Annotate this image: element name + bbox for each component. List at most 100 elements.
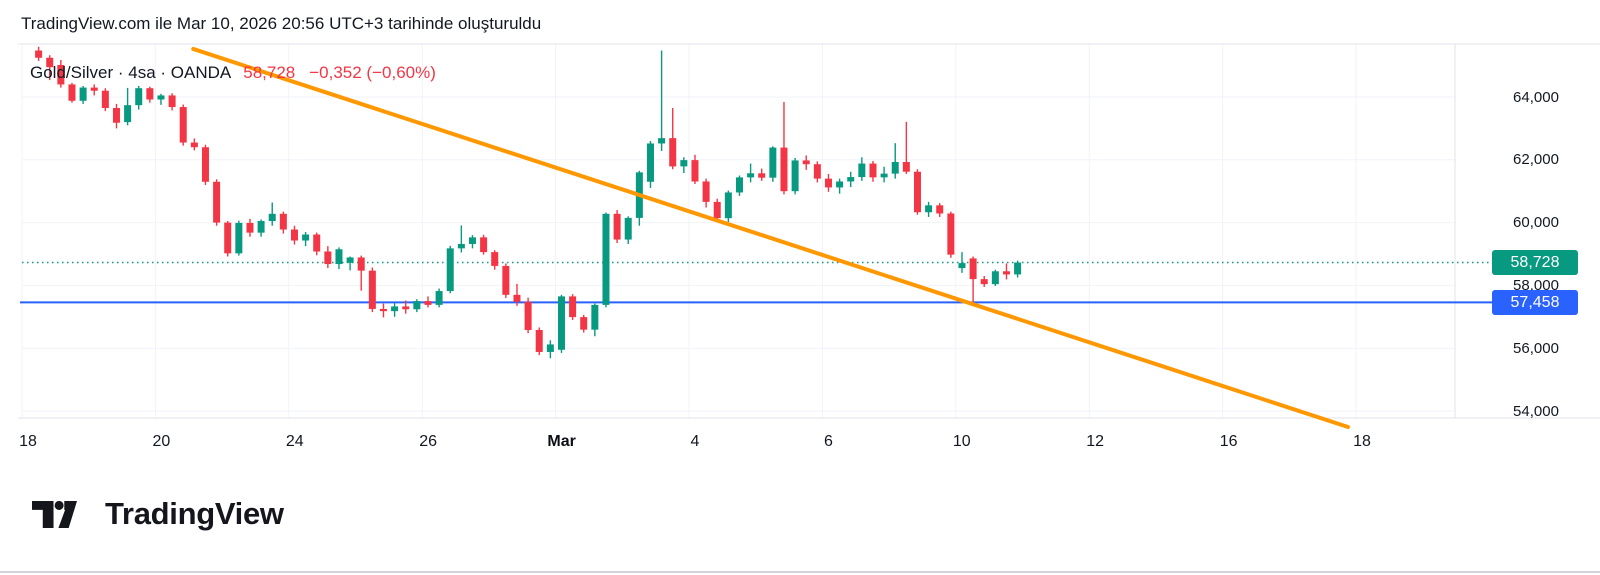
candle-body-up	[680, 160, 688, 167]
candle-body-down	[1002, 271, 1010, 275]
candle-body-up	[391, 306, 399, 312]
x-axis-tick-label: 18	[19, 433, 37, 450]
candle-body-down	[969, 258, 977, 280]
level-price-badge: 57,458	[1492, 289, 1578, 315]
candle-body-up	[646, 143, 654, 182]
candle-body-down	[224, 222, 232, 254]
candle-body-up	[602, 213, 610, 305]
candle-body-down	[513, 294, 521, 302]
candle-body-up	[446, 248, 454, 292]
candle-body-up	[413, 301, 421, 310]
candle-body-down	[691, 160, 699, 182]
tradingview-wordmark: TradingView	[105, 496, 284, 531]
candle-body-up	[724, 192, 732, 219]
candle-body-up	[836, 181, 844, 188]
candle-body-up	[79, 87, 87, 101]
candle-body-down	[502, 265, 510, 295]
candle-body-up	[925, 205, 933, 213]
tradingview-logo-icon	[32, 500, 77, 528]
candle-body-up	[257, 221, 265, 233]
candle-body-up	[235, 222, 243, 254]
candle-body-up	[468, 237, 476, 244]
candle-body-down	[290, 229, 298, 241]
x-axis-tick-label: 6	[823, 433, 833, 450]
candle-body-up	[958, 263, 966, 269]
x-axis-tick-label: Mar	[547, 433, 576, 450]
candle-body-up	[1014, 262, 1022, 275]
candle-body-up	[658, 138, 666, 144]
candle-body-up	[557, 296, 565, 350]
y-axis-tick-label: 58,000	[1513, 276, 1559, 294]
x-axis-tick-label: 12	[1086, 433, 1105, 450]
candle-body-down	[179, 107, 187, 143]
candle-body-down	[802, 160, 810, 165]
candle-body-down	[213, 181, 221, 223]
x-axis-tick-label: 16	[1219, 433, 1238, 450]
candle-body-down	[613, 213, 621, 240]
candle-body-down	[702, 181, 710, 202]
y-axis-tick-label: 62,000	[1513, 151, 1559, 169]
y-axis-tick-label: 60,000	[1513, 214, 1559, 232]
candle-body-down	[580, 317, 588, 330]
candle-body-down	[368, 270, 376, 309]
candle-body-down	[824, 178, 832, 188]
candle-body-up	[735, 177, 743, 193]
candle-body-up	[591, 304, 599, 330]
x-axis-tick-label: 18	[1353, 433, 1371, 450]
trend-line	[191, 46, 1351, 430]
candle-body-down	[524, 301, 532, 330]
candle-body-up	[268, 213, 276, 222]
y-axis-tick-label: 64,000	[1513, 88, 1559, 106]
candle-body-down	[90, 87, 98, 91]
candle-body-down	[402, 306, 410, 310]
candle-body-down	[758, 173, 766, 178]
candle-body-down	[936, 205, 944, 214]
candle-body-down	[379, 308, 387, 312]
candle-body-down	[713, 201, 721, 219]
candle-body-down	[68, 84, 76, 101]
candle-body-down	[146, 88, 154, 100]
candle-body-up	[457, 243, 465, 249]
candle-body-down	[112, 107, 120, 123]
candle-body-up	[847, 177, 855, 182]
candle-body-down	[813, 164, 821, 179]
candle-body-up	[435, 291, 443, 305]
candle-body-down	[313, 234, 321, 252]
attribution-text: TradingView.com ile Mar 10, 2026 20:56 U…	[21, 14, 542, 33]
candle-body-down	[902, 161, 910, 172]
candle-body-up	[624, 217, 632, 240]
candle-body-up	[991, 271, 999, 285]
candle-body-down	[324, 251, 332, 265]
candle-body-up	[891, 161, 899, 174]
last-price-value: 58,728	[243, 63, 296, 82]
candle-body-down	[424, 301, 432, 305]
candle-body-down	[57, 64, 65, 85]
candle-body-up	[747, 173, 755, 178]
candle-body-down	[480, 237, 488, 253]
candle-body-down	[780, 147, 788, 192]
candle-body-up	[858, 163, 866, 178]
candle-body-down	[190, 142, 198, 148]
candle-body-down	[46, 57, 54, 68]
x-axis-tick-label: 10	[952, 433, 971, 450]
y-axis-tick-label: 56,000	[1513, 339, 1559, 357]
candle-body-up	[302, 234, 310, 241]
candle-body-down	[246, 222, 254, 233]
current-price-badge: 58,728	[1492, 250, 1578, 276]
candle-body-down	[168, 95, 176, 108]
tradingview-logo: TradingView	[32, 496, 284, 532]
x-axis-tick-label: 24	[285, 433, 304, 450]
candle-body-down	[535, 329, 543, 352]
page-bottom-divider	[0, 571, 1600, 573]
price-change-value: −0,352 (−0,60%)	[309, 63, 436, 82]
candle-body-down	[569, 296, 577, 318]
candle-body-down	[669, 138, 677, 167]
symbol-legend: Gold/Silver · 4sa · OANDA 58,728 −0,352 (−…	[30, 63, 436, 83]
candle-body-up	[791, 160, 799, 192]
candle-body-down	[869, 163, 877, 178]
candle-body-down	[279, 213, 287, 230]
candle-body-up	[135, 88, 143, 106]
x-axis-tick-label: 26	[419, 433, 438, 450]
candle-body-up	[124, 105, 132, 123]
